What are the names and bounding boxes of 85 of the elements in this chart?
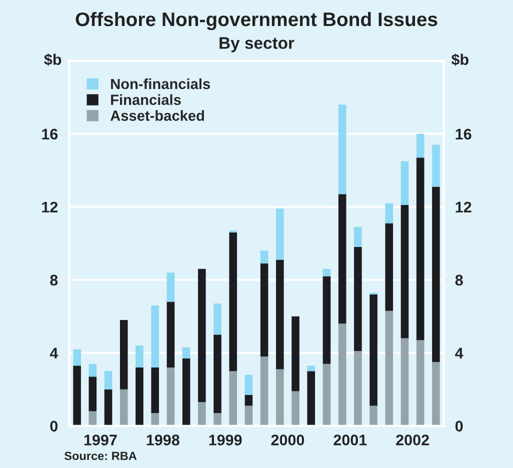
bar <box>432 144 440 187</box>
y2-tick-label: 12 <box>456 202 472 212</box>
bar <box>432 186 440 362</box>
y-tick-label: 16 <box>42 128 58 140</box>
bar <box>136 346 144 368</box>
legend-label: Financials <box>111 94 181 105</box>
bar <box>416 340 424 426</box>
bar <box>136 367 144 426</box>
bar <box>151 305 159 368</box>
y2-axis-title: $b <box>451 53 468 66</box>
bar <box>260 356 268 426</box>
bar <box>198 268 206 402</box>
bar <box>151 413 159 426</box>
bar <box>229 232 237 372</box>
bar <box>416 158 424 340</box>
bar <box>166 302 175 368</box>
bar <box>88 376 97 412</box>
bar <box>292 391 300 426</box>
bar <box>260 250 268 264</box>
y2-tick-label: 4 <box>455 348 464 358</box>
bar <box>120 389 128 426</box>
bar <box>385 310 394 426</box>
y-axis-title: $b <box>44 53 62 66</box>
bar <box>182 358 190 426</box>
source-note: Source: RBA <box>64 452 137 460</box>
y-tick-label: 0 <box>50 420 58 432</box>
bar <box>400 205 409 338</box>
chart-title: Offshore Non-government Bond Issues <box>76 12 438 30</box>
bar <box>73 366 81 426</box>
bar <box>244 374 253 395</box>
bar <box>166 367 175 426</box>
bar <box>182 347 190 358</box>
bar <box>292 316 300 392</box>
bar <box>88 364 97 377</box>
bar <box>307 366 316 372</box>
bar <box>400 161 409 206</box>
bar <box>416 134 424 158</box>
bar <box>338 104 346 194</box>
bar <box>338 324 346 426</box>
x-tick-label: 2002 <box>396 434 429 446</box>
x-tick-label: 1999 <box>209 434 242 446</box>
y2-tick-label: 16 <box>456 128 472 140</box>
bar <box>354 351 362 426</box>
bar <box>400 338 409 426</box>
bar <box>276 369 284 426</box>
bar <box>354 247 362 352</box>
bar <box>214 304 222 335</box>
bar <box>370 406 378 426</box>
y-tick-label: 8 <box>50 274 58 286</box>
legend-label: Non-financials <box>111 78 210 90</box>
bar <box>322 276 331 364</box>
bar <box>229 371 237 426</box>
bar <box>260 263 268 357</box>
x-tick-label: 1998 <box>146 434 180 446</box>
bar <box>370 294 378 406</box>
bar <box>307 371 316 426</box>
bar <box>120 320 128 390</box>
bar <box>322 364 331 426</box>
bar <box>322 268 331 276</box>
bar <box>214 334 222 414</box>
bar <box>338 194 346 324</box>
bar <box>151 367 159 414</box>
bar <box>214 413 222 426</box>
bar <box>166 272 175 302</box>
x-tick-label: 2000 <box>271 434 304 446</box>
bar <box>198 402 206 426</box>
y2-tick-label: 8 <box>455 274 463 286</box>
bar <box>73 349 81 366</box>
y-tick-label: 4 <box>50 348 58 358</box>
bar <box>244 394 253 406</box>
bar <box>385 203 394 224</box>
bar <box>244 406 253 426</box>
x-tick-label: 1997 <box>84 434 117 446</box>
bar <box>104 389 112 426</box>
bar <box>432 362 440 426</box>
bar <box>354 226 362 248</box>
x-tick-label: 2001 <box>334 434 367 446</box>
y2-tick-label: 0 <box>455 420 463 432</box>
legend-label: Asset-backed <box>110 110 204 121</box>
bar <box>104 371 112 390</box>
bar <box>385 223 394 311</box>
bar <box>276 208 284 260</box>
chart-subtitle: By sector <box>220 37 294 52</box>
y-tick-label: 12 <box>42 202 58 212</box>
bar <box>276 260 284 370</box>
